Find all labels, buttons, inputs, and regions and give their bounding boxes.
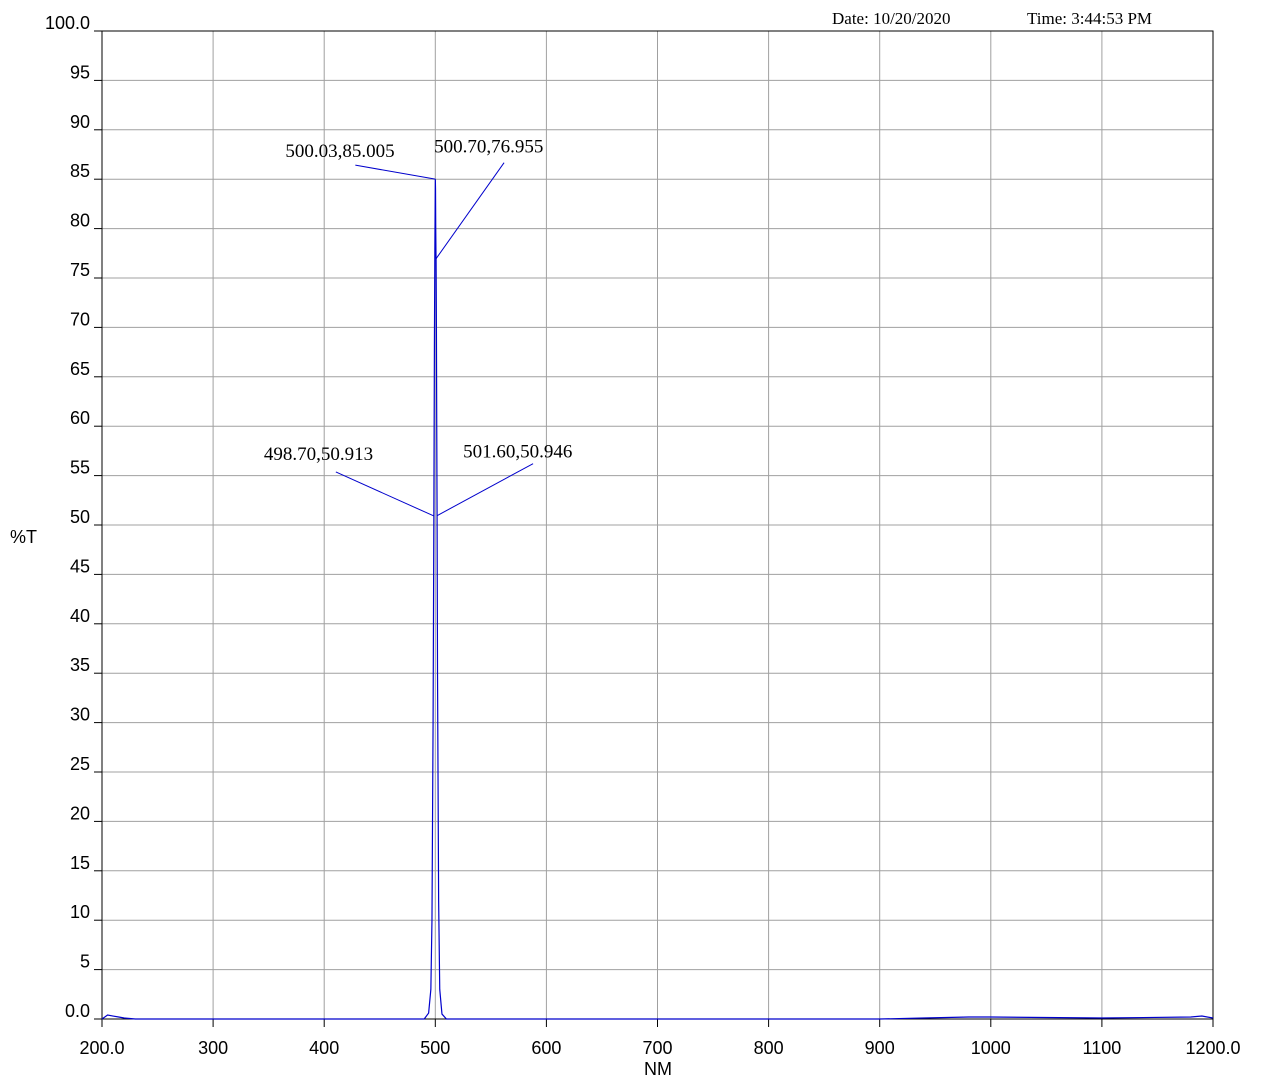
x-tick-label: 1200.0 (1185, 1038, 1240, 1058)
y-tick-label: 0.0 (65, 1001, 90, 1021)
y-tick-label: 45 (70, 556, 90, 576)
x-tick-label: 900 (865, 1038, 895, 1058)
y-tick-label: 15 (70, 853, 90, 873)
x-tick-label: 600 (531, 1038, 561, 1058)
x-tick-label: 200.0 (79, 1038, 124, 1058)
annotation-leader (335, 471, 435, 517)
y-tick-label: 60 (70, 408, 90, 428)
annotation-label: 498.70,50.913 (264, 444, 373, 465)
header-time: Time: 3:44:53 PM (1027, 9, 1152, 28)
annotation-label: 500.03,85.005 (285, 141, 394, 162)
y-tick-label: 85 (70, 161, 90, 181)
annotation-leader (435, 162, 505, 259)
y-tick-label: 90 (70, 112, 90, 132)
annotations: 500.03,85.005 500.70,76.955 498.70,50.913 5… (264, 137, 572, 517)
y-tick-label: 50 (70, 507, 90, 527)
y-tick-label: 55 (70, 458, 90, 478)
header-date: Date: 10/20/2020 (832, 9, 951, 28)
y-tick-label: 25 (70, 754, 90, 774)
y-tick-label: 35 (70, 655, 90, 675)
annotation-label: 500.70,76.955 (434, 137, 543, 158)
y-axis: 0.0 5 10 15 20 25 30 35 40 45 50 55 60 65 70 75 80 85 90 95… (45, 13, 102, 1021)
y-tick-label: 80 (70, 211, 90, 231)
x-tick-label: 300 (198, 1038, 228, 1058)
y-tick-label: 95 (70, 62, 90, 82)
y-axis-title: %T (10, 527, 37, 547)
y-tick-label: 100.0 (45, 13, 90, 33)
series-line (101, 179, 1214, 1020)
x-axis-title: NM (644, 1059, 672, 1079)
x-tick-label: 700 (642, 1038, 672, 1058)
y-tick-label: 40 (70, 606, 90, 626)
y-tick-label: 75 (70, 260, 90, 280)
x-tick-label: 1100 (1083, 1038, 1122, 1058)
y-tick-label: 10 (70, 902, 90, 922)
x-tick-label: 500 (420, 1038, 450, 1058)
annotation-leader (436, 463, 534, 517)
y-tick-label: 20 (70, 803, 90, 823)
x-axis: 200.0 300 400 500 600 700 800 900 1000 1100 1200.0 (79, 1019, 1241, 1058)
x-tick-label: 1000 (971, 1038, 1011, 1058)
series-group (101, 179, 1214, 1020)
y-tick-label: 30 (70, 705, 90, 725)
annotation-label: 501.60,50.946 (463, 442, 572, 463)
grid (102, 31, 1213, 1019)
y-tick-label: 65 (70, 359, 90, 379)
y-tick-label: 70 (70, 309, 90, 329)
y-tick-label: 5 (80, 952, 90, 972)
annotation-leader (355, 164, 436, 180)
x-tick-label: 400 (309, 1038, 339, 1058)
x-tick-label: 800 (754, 1038, 784, 1058)
